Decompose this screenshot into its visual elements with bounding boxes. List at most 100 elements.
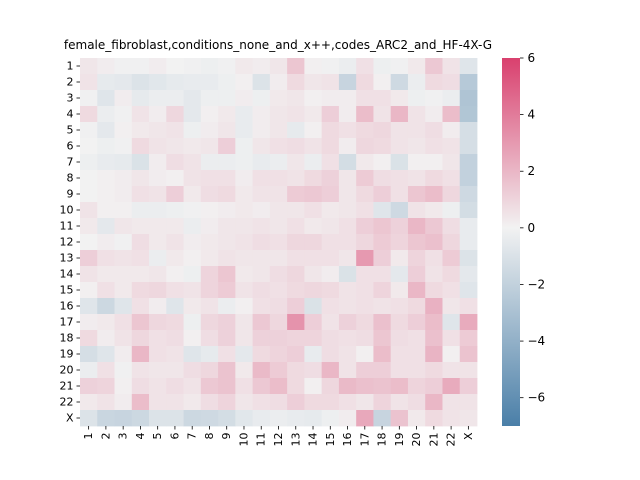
heatmap-cell [235,74,254,91]
heatmap-cell [321,122,340,139]
x-tick-label: 15 [324,433,337,447]
heatmap-cell [356,202,374,219]
heatmap-cell [149,378,167,395]
heatmap-cell [459,346,478,363]
heatmap-cell [407,234,426,251]
heatmap-cell [252,154,271,171]
heatmap-cell [304,250,323,267]
heatmap-cell [235,154,254,171]
heatmap-cell [149,122,167,139]
heatmap-cell [131,186,150,203]
x-tick-label: 20 [410,433,423,447]
heatmap-cell [459,314,478,331]
heatmap-cell [200,154,219,171]
heatmap-cell [356,154,374,171]
heatmap-cell [425,58,443,75]
heatmap-cell [97,202,115,219]
heatmap-cell [407,298,426,315]
heatmap-cell [269,58,288,75]
heatmap-cell [287,234,305,251]
heatmap-cell [269,362,288,379]
heatmap-cell [131,362,150,379]
heatmap-cell [200,170,219,187]
heatmap-cell [149,202,167,219]
heatmap-cell [166,394,184,411]
heatmap-cell [235,138,254,155]
heatmap-cell [183,106,202,123]
heatmap-cell [321,314,340,331]
heatmap-cell [373,250,392,267]
heatmap-cell [269,234,288,251]
y-tick-label: 15 [60,284,74,297]
y-tick-label: 22 [60,396,74,409]
heatmap-cell [442,170,461,187]
heatmap-cell [269,346,288,363]
heatmap-cell [338,234,357,251]
heatmap-cell [97,234,115,251]
y-tick-label: 6 [67,140,74,153]
y-tick-label: 11 [60,220,74,233]
heatmap-cell [407,170,426,187]
heatmap-cell [200,90,219,107]
heatmap-cell [183,298,202,315]
heatmap-cell [252,234,271,251]
heatmap-cell [149,74,167,91]
y-tick-label: 18 [60,332,74,345]
heatmap-cell [131,218,150,235]
heatmap-cell [321,394,340,411]
heatmap-cell [407,186,426,203]
heatmap-cell [407,314,426,331]
heatmap-cell [252,298,271,315]
heatmap-cell [407,90,426,107]
heatmap-cell [114,394,133,411]
heatmap-cell [183,346,202,363]
heatmap-cell [269,250,288,267]
heatmap-cell [425,170,443,187]
heatmap-cell [252,122,271,139]
heatmap-cell [287,250,305,267]
heatmap-cell [390,218,409,235]
heatmap-cell [114,362,133,379]
heatmap-cell [425,314,443,331]
heatmap-cell [338,378,357,395]
heatmap-cell [407,154,426,171]
heatmap-cell [390,106,409,123]
heatmap-cell [304,298,323,315]
heatmap-cell [356,218,374,235]
heatmap-cell [390,266,409,283]
heatmap-cell [407,394,426,411]
heatmap-cell [80,298,98,315]
heatmap-cell [356,90,374,107]
heatmap-cell [269,282,288,299]
heatmap-cell [166,282,184,299]
heatmap-cell [131,74,150,91]
heatmap-cell [390,362,409,379]
heatmap-cell [304,378,323,395]
heatmap-cell [114,154,133,171]
x-tick-label: 8 [203,433,216,440]
heatmap-cell [425,186,443,203]
heatmap-cell [338,106,357,123]
heatmap-cell [97,138,115,155]
heatmap-cell [80,138,98,155]
heatmap-cell [200,362,219,379]
heatmap-cell [321,202,340,219]
heatmap-cell [304,90,323,107]
heatmap-cell [166,90,184,107]
heatmap-cell [356,410,374,427]
heatmap-cell [183,250,202,267]
heatmap-cell [425,410,443,427]
chart-title: female_fibroblast,conditions_none_and_x+… [64,38,492,52]
heatmap-cell [425,298,443,315]
heatmap-cell [131,58,150,75]
heatmap-cell [373,138,392,155]
heatmap-cell [459,170,478,187]
heatmap-cell [252,170,271,187]
heatmap-cell [321,362,340,379]
heatmap-cell [97,58,115,75]
heatmap-cell [459,378,478,395]
heatmap-cell [183,330,202,347]
heatmap-cell [442,154,461,171]
heatmap-cell [442,394,461,411]
heatmap-cell [97,106,115,123]
